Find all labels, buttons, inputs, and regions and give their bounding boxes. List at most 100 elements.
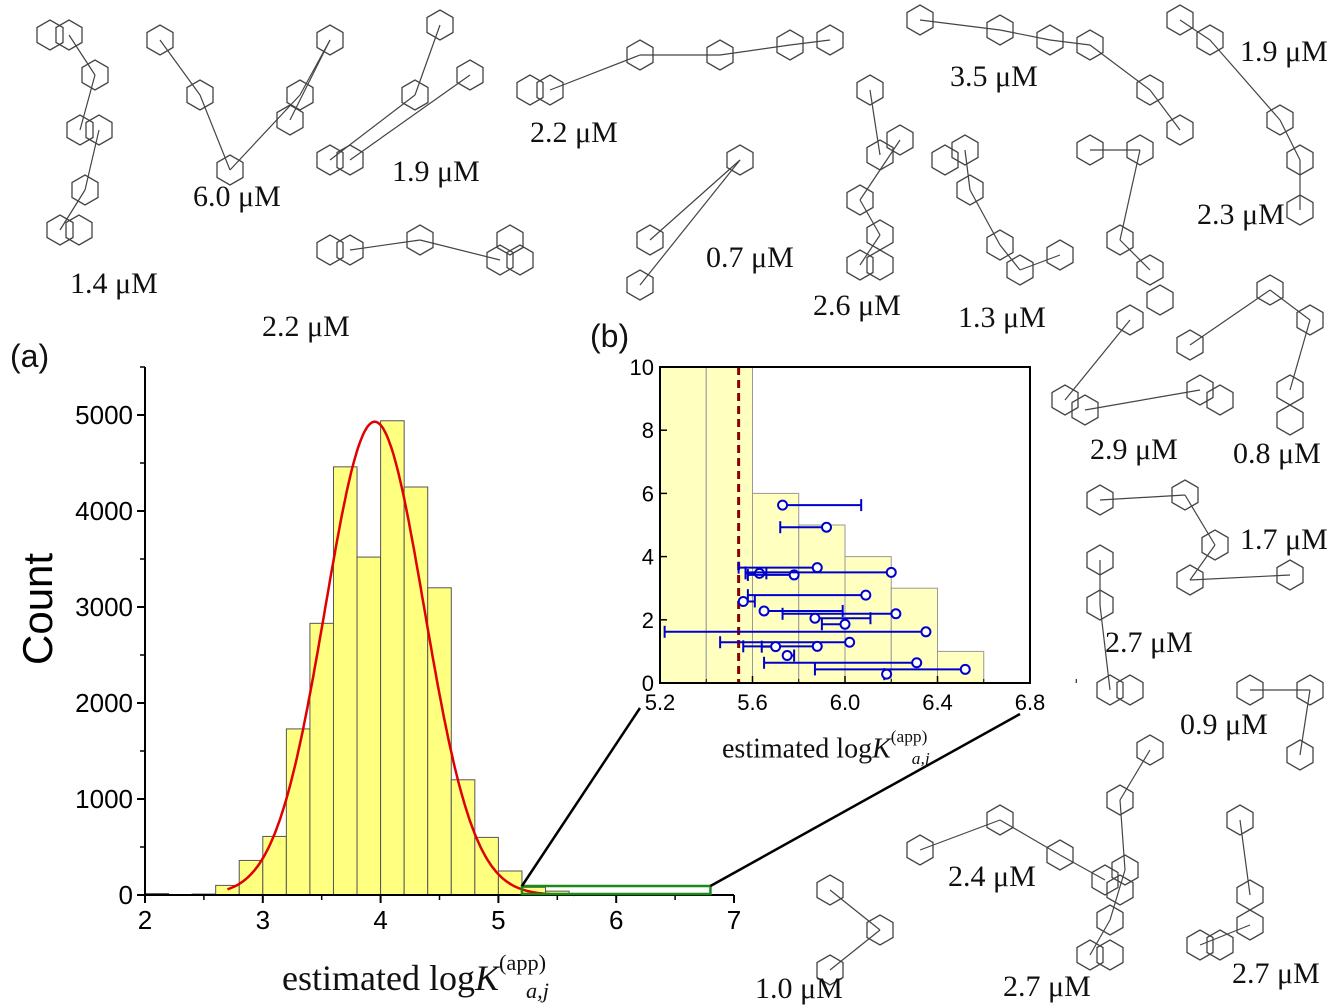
structure-ring <box>1116 674 1144 706</box>
structure-ring <box>956 174 984 206</box>
structure-ring <box>846 184 874 216</box>
inset-x-tick-label: 5.2 <box>645 690 676 715</box>
histogram-bar <box>356 556 382 896</box>
structure-bond <box>919 819 1001 851</box>
structure-bond <box>1209 39 1281 121</box>
compound-label: 3.5 μM <box>950 60 1038 93</box>
zoom-region-box <box>520 884 712 896</box>
structure-ring <box>886 124 914 156</box>
structure-ring <box>316 144 344 176</box>
compound-label: 2.3 μM <box>1197 198 1285 231</box>
inset-histogram-bar <box>705 366 753 684</box>
inset-x-tick-label: 6.4 <box>922 690 953 715</box>
x-axis-label-inset: estimated logK(app)a,j <box>722 727 930 769</box>
structure-bond <box>349 239 421 251</box>
structure-ring <box>906 4 934 36</box>
structure-ring <box>1106 224 1134 256</box>
structure-bond <box>789 39 831 46</box>
structure-ring <box>1126 134 1154 166</box>
histogram-bar <box>380 420 405 896</box>
y-tick-label: 3000 <box>75 592 133 622</box>
inset-x-tick-label: 5.6 <box>737 690 768 715</box>
compound-label: 0.9 μM <box>1180 708 1268 741</box>
structure-ring <box>55 19 83 51</box>
structure-ring <box>906 834 934 866</box>
structure-ring <box>1206 929 1234 961</box>
structure-ring <box>1051 384 1079 416</box>
structure-bond <box>79 74 96 131</box>
structure-bond <box>199 94 231 171</box>
y-tick-label: 1000 <box>75 784 133 814</box>
structure-ring <box>726 144 754 176</box>
zoom-connector-line <box>520 707 642 887</box>
structure-ring <box>85 114 113 146</box>
structure-ring <box>626 269 654 301</box>
x-tick-label: 4 <box>373 905 387 935</box>
structure-bond <box>1119 149 1141 241</box>
structure-ring <box>1176 564 1204 596</box>
structure-bond <box>349 74 471 161</box>
structure-ring <box>1296 304 1324 336</box>
histogram-bar <box>309 622 334 896</box>
structure-ring <box>856 74 884 106</box>
structure-ring <box>406 224 434 256</box>
gaussian-fit-curve <box>226 420 575 897</box>
structure-bond <box>1149 89 1181 131</box>
structure-ring <box>336 144 364 176</box>
structure-ring <box>866 249 894 281</box>
structure-bond <box>229 94 301 171</box>
structure-ring <box>336 234 364 266</box>
structure-bond <box>414 24 441 96</box>
structure-ring <box>866 914 894 946</box>
inset-x-tick-label: 6.0 <box>830 690 861 715</box>
structure-bond <box>969 189 1001 246</box>
structure-bond <box>1109 869 1126 921</box>
compound-label: 2.4 μM <box>948 860 1036 893</box>
data-point <box>959 663 971 675</box>
structure-ring <box>986 804 1014 836</box>
structure-bond <box>1119 239 1151 271</box>
structure-bond <box>549 54 641 91</box>
structure-ring <box>1226 804 1254 836</box>
structure-bond <box>919 19 1001 31</box>
structure-bond <box>1279 119 1301 161</box>
structure-ring <box>1076 29 1104 61</box>
structure-ring <box>1201 529 1229 561</box>
structure-ring <box>1136 254 1164 286</box>
structure-bond <box>999 819 1061 856</box>
structure-ring <box>1006 254 1034 286</box>
data-point <box>839 618 851 630</box>
data-point <box>811 562 823 574</box>
structure-ring <box>1186 929 1214 961</box>
structure-ring <box>986 229 1014 261</box>
structure-ring <box>66 114 94 146</box>
structure-bond <box>859 199 881 236</box>
structure-ring <box>46 214 74 246</box>
structure-ring <box>816 874 844 906</box>
data-point <box>911 657 923 669</box>
inset-x-tick-label: 6.8 <box>1015 690 1046 715</box>
structure-ring <box>1256 274 1284 306</box>
structure-ring <box>1076 134 1104 166</box>
compound-label: 0.7 μM <box>706 241 794 274</box>
histogram-bar <box>262 835 287 896</box>
structure-ring <box>1236 674 1264 706</box>
structure-bond <box>1239 819 1251 896</box>
structure-ring <box>506 244 534 276</box>
structure-ring <box>456 59 484 91</box>
structure-ring <box>931 144 959 176</box>
structure-bond <box>1189 574 1291 581</box>
structure-ring <box>1111 854 1139 886</box>
data-point <box>770 641 782 653</box>
inset-y-tick-label: 6 <box>642 481 654 506</box>
structure-bond <box>1099 604 1111 691</box>
structure-ring <box>1286 739 1314 771</box>
histogram-bar <box>403 486 429 896</box>
structure-bond <box>1189 289 1271 346</box>
compound-label: 1.4 μM <box>70 267 158 300</box>
compound-label: 2.7 μM <box>1003 970 1091 1003</box>
structure-bond <box>1084 389 1201 411</box>
structure-ring <box>1186 374 1214 406</box>
data-point <box>737 595 749 607</box>
